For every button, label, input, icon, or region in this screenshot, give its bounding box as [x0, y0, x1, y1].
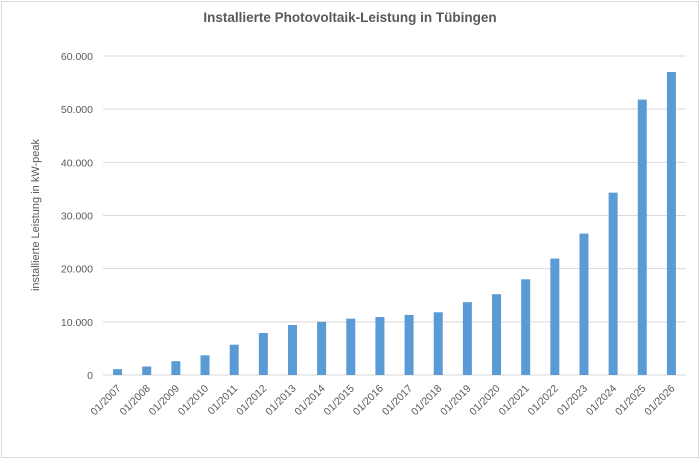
x-tick-label: 01/2008: [118, 383, 153, 418]
x-tick-label: 01/2023: [555, 383, 590, 418]
bar: [550, 258, 560, 375]
x-tick-label: 01/2013: [263, 383, 298, 418]
bar: [171, 361, 181, 375]
x-tick-label: 01/2011: [206, 383, 241, 418]
x-tick-label: 01/2020: [467, 383, 502, 418]
x-tick-label: 01/2025: [613, 383, 648, 418]
y-tick-label: 40.000: [61, 157, 93, 169]
x-tick-label: 01/2010: [176, 383, 211, 418]
x-tick-label: 01/2014: [292, 383, 327, 418]
bar: [637, 99, 647, 375]
y-tick-label: 30.000: [61, 211, 93, 223]
x-tick-label: 01/2021: [496, 383, 531, 418]
bar: [666, 71, 676, 375]
bar: [404, 314, 414, 375]
x-tick-label: 01/2022: [526, 383, 561, 418]
bar: [521, 279, 531, 375]
bar: [346, 318, 356, 375]
bar: [608, 192, 618, 375]
bar: [287, 325, 297, 375]
bar: [579, 233, 589, 375]
x-tick-label: 01/2024: [584, 383, 619, 418]
y-tick-label: 50.000: [61, 104, 93, 116]
x-tick-label: 01/2016: [351, 383, 386, 418]
x-tick-label: 01/2026: [642, 383, 677, 418]
x-tick-label: 01/2019: [438, 383, 473, 418]
bar: [462, 302, 472, 375]
y-tick-label: 60.000: [61, 51, 93, 63]
y-tick-label: 10.000: [61, 317, 93, 329]
bar: [492, 294, 502, 375]
x-tick-label: 01/2012: [234, 383, 269, 418]
bar: [113, 369, 123, 375]
bar: [433, 312, 443, 375]
x-tick-label: 01/2007: [88, 383, 123, 418]
bar: [375, 317, 385, 375]
y-tick-label: 0: [87, 370, 93, 382]
bar: [258, 332, 268, 375]
chart-title: Installierte Photovoltaik-Leistung in Tü…: [203, 10, 497, 25]
x-tick-label: 01/2009: [147, 383, 182, 418]
y-tick-label: 20.000: [61, 264, 93, 276]
x-tick-label: 01/2018: [409, 383, 444, 418]
x-tick-label: 01/2015: [322, 383, 357, 418]
bar: [200, 355, 210, 375]
bar: [229, 344, 239, 375]
x-tick-label: 01/2017: [380, 383, 415, 418]
bar: [142, 366, 152, 375]
bar: [317, 321, 327, 375]
